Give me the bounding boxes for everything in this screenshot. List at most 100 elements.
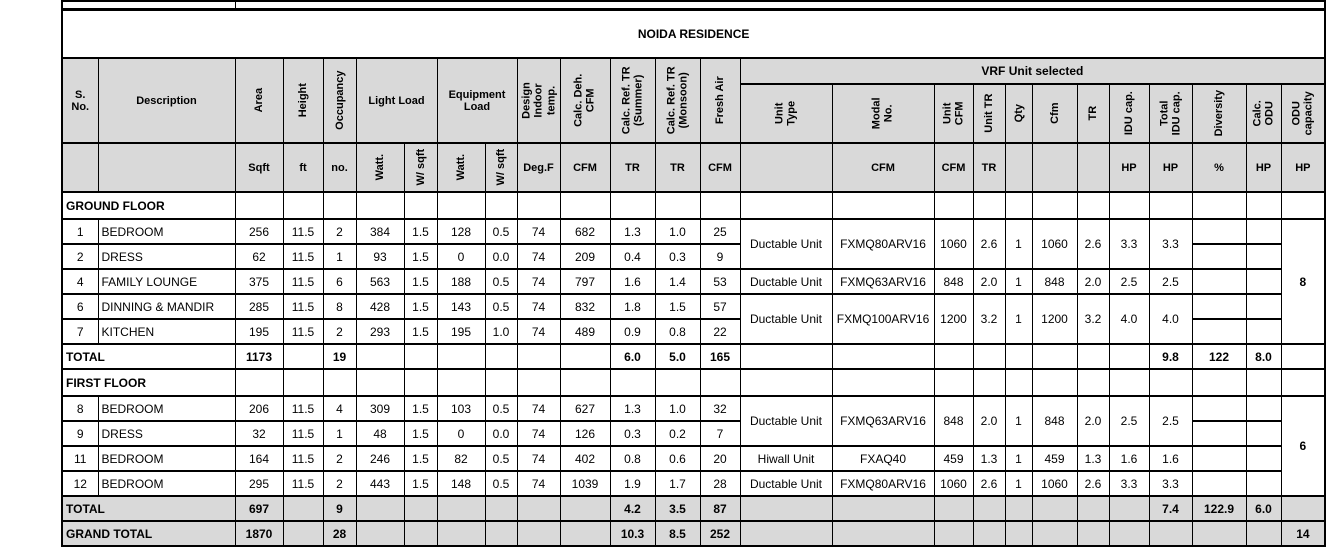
cell-lw: 563 (355, 268, 405, 295)
cell-trs: 4.2 (609, 495, 656, 522)
cell-no: 2 (61, 243, 99, 270)
cell-vrf-tidu: 1.6 (1148, 445, 1193, 472)
cell-vrf-utr: 2.6 (972, 218, 1006, 270)
cell-diversity (1191, 318, 1247, 345)
unit-cell-degf: Deg.F (516, 142, 561, 193)
cell-lws: 1.5 (403, 420, 438, 447)
empty-cell (972, 495, 1006, 522)
room-row: 8 BEDROOM 206 11.5 4 309 1.5 103 0.5 74 627 1.3 1.0 3… (61, 395, 1326, 497)
cell-total-idu: 7.4 (1148, 495, 1193, 522)
cell-vrf-modal: FXMQ63ARV16 (831, 268, 935, 295)
col-header-calc-ref-tr-monsoon-label: Calc. Ref. TR (Monsoon) (665, 66, 690, 135)
empty-cell (403, 368, 438, 397)
col-header-description: Description (97, 57, 236, 144)
cell-lw: 48 (355, 420, 405, 447)
cell-calc-odu: 6.0 (1245, 495, 1282, 522)
cell-vrf-idu: 3.3 (1108, 470, 1150, 497)
title-row: NOIDA RESIDENCE (61, 8, 1326, 59)
unit-cell-hp: HP (1108, 142, 1150, 193)
col-header-area: Area (234, 57, 284, 144)
cell-no: 8 (61, 395, 99, 422)
cell-fa: 9 (699, 243, 741, 270)
empty-cell (355, 520, 405, 547)
cell-trm: 0.6 (654, 445, 701, 472)
cell-ew: 0 (436, 243, 486, 270)
cell-vrf-tidu: 3.3 (1148, 218, 1193, 270)
cell-vrf-ucfm: 1200 (933, 293, 974, 345)
unit-cell-cfm: CFM (831, 142, 935, 193)
cell-height: 11.5 (282, 218, 324, 245)
empty-cell (739, 343, 833, 370)
empty-cell (1076, 520, 1110, 547)
cell-fa: 53 (699, 268, 741, 295)
empty-cell (1076, 495, 1110, 522)
cell-ews: 0.5 (484, 293, 518, 320)
empty-cell (699, 368, 741, 397)
empty-cell (282, 343, 324, 370)
cell-odu-capacity (1280, 343, 1326, 370)
total-row: GRAND TOTAL 1870 28 10.3 8.5 252 14 (61, 520, 1326, 547)
cell-lw: 443 (355, 470, 405, 497)
cell-vrf-idu: 3.3 (1108, 218, 1150, 270)
room-row: 6 DINNING & MANDIR 285 11.5 8 428 1.5 143 0.5 74 8… (61, 293, 1325, 345)
empty-cell (403, 495, 438, 522)
cell-vrf-tidu: 2.5 (1148, 268, 1193, 295)
cell-trm: 1.0 (654, 395, 701, 422)
cell-fa: 87 (699, 495, 741, 522)
cell-vrf-tr: 2.6 (1076, 218, 1110, 270)
unit-cell-w-sqft: W/ sqft (403, 142, 438, 193)
empty-cell (831, 495, 935, 522)
empty-cell (933, 520, 974, 547)
empty-cell (739, 191, 833, 220)
col-header-unit-tr: Unit TR (972, 83, 1006, 144)
cell-height: 11.5 (282, 420, 324, 447)
cell-occ: 2 (322, 445, 357, 472)
cell-height: 11.5 (282, 445, 324, 472)
cell-desc: BEDROOM (97, 218, 236, 245)
cell-vrf-type: Ductable Unit (739, 395, 833, 447)
col-header-equipment-load: Equipment Load (436, 57, 518, 144)
cell-trs: 1.8 (609, 293, 656, 320)
cell-lws: 1.5 (403, 218, 438, 245)
cell-trs: 1.6 (609, 268, 656, 295)
cell-diversity (1191, 218, 1247, 245)
cell-vrf-tidu: 3.3 (1148, 470, 1193, 497)
unit-cell-tr: TR (972, 142, 1006, 193)
unit-cell-blank (1076, 142, 1110, 193)
floor-label: FIRST FLOOR (61, 368, 236, 397)
cell-vrf-ucfm: 848 (933, 395, 974, 447)
floor-section-row: FIRST FLOOR (61, 368, 1326, 397)
col-header-total-idu-cap-label: Total IDU cap. (1158, 91, 1183, 136)
empty-cell (972, 520, 1006, 547)
col-header-light-load: Light Load (355, 57, 438, 144)
load-calculation-table: NOIDA RESIDENCE S. No. Description Area … (61, 0, 1327, 547)
empty-cell (355, 191, 405, 220)
col-header-unit-cfm-label: Unit CFM (941, 101, 966, 126)
cell-vrf-type: Ductable Unit (739, 218, 833, 270)
empty-cell (403, 520, 438, 547)
cell-odu-capacity: 14 (1280, 520, 1326, 547)
col-header-idu-cap-label: IDU cap. (1122, 91, 1135, 136)
cell-desc: BEDROOM (97, 395, 236, 422)
empty-cell (831, 343, 935, 370)
cell-vrf-ucfm: 848 (933, 268, 974, 295)
unit-cell-pct: % (1191, 142, 1247, 193)
cell-trm: 1.4 (654, 268, 701, 295)
cell-vrf-tr: 1.3 (1076, 445, 1110, 472)
cell-vrf-ucfm: 459 (933, 445, 974, 472)
cell-vrf-cfm: 1060 (1031, 218, 1078, 270)
room-row: 11 BEDROOM 164 11.5 2 246 1.5 82 0.5 74 402 0.8 0.6 2… (61, 445, 1325, 472)
col-header-diversity-label: Diversity (1212, 90, 1225, 137)
col-header-design-temp-label: Design Indoor temp. (520, 82, 557, 119)
cell-vrf-cfm: 848 (1031, 268, 1078, 295)
cell-deh: 402 (559, 445, 611, 472)
cell-occ: 1 (322, 243, 357, 270)
unit-cell-blank (1004, 142, 1033, 193)
col-header-calc-odu-label: Calc. ODU (1251, 100, 1276, 127)
unit-cell-blank (97, 142, 236, 193)
unit-cell-hp: HP (1148, 142, 1193, 193)
cell-trs: 0.9 (609, 318, 656, 345)
cell-calc-odu: 8.0 (1245, 343, 1282, 370)
empty-cell (1108, 343, 1150, 370)
cell-trs: 1.9 (609, 470, 656, 497)
